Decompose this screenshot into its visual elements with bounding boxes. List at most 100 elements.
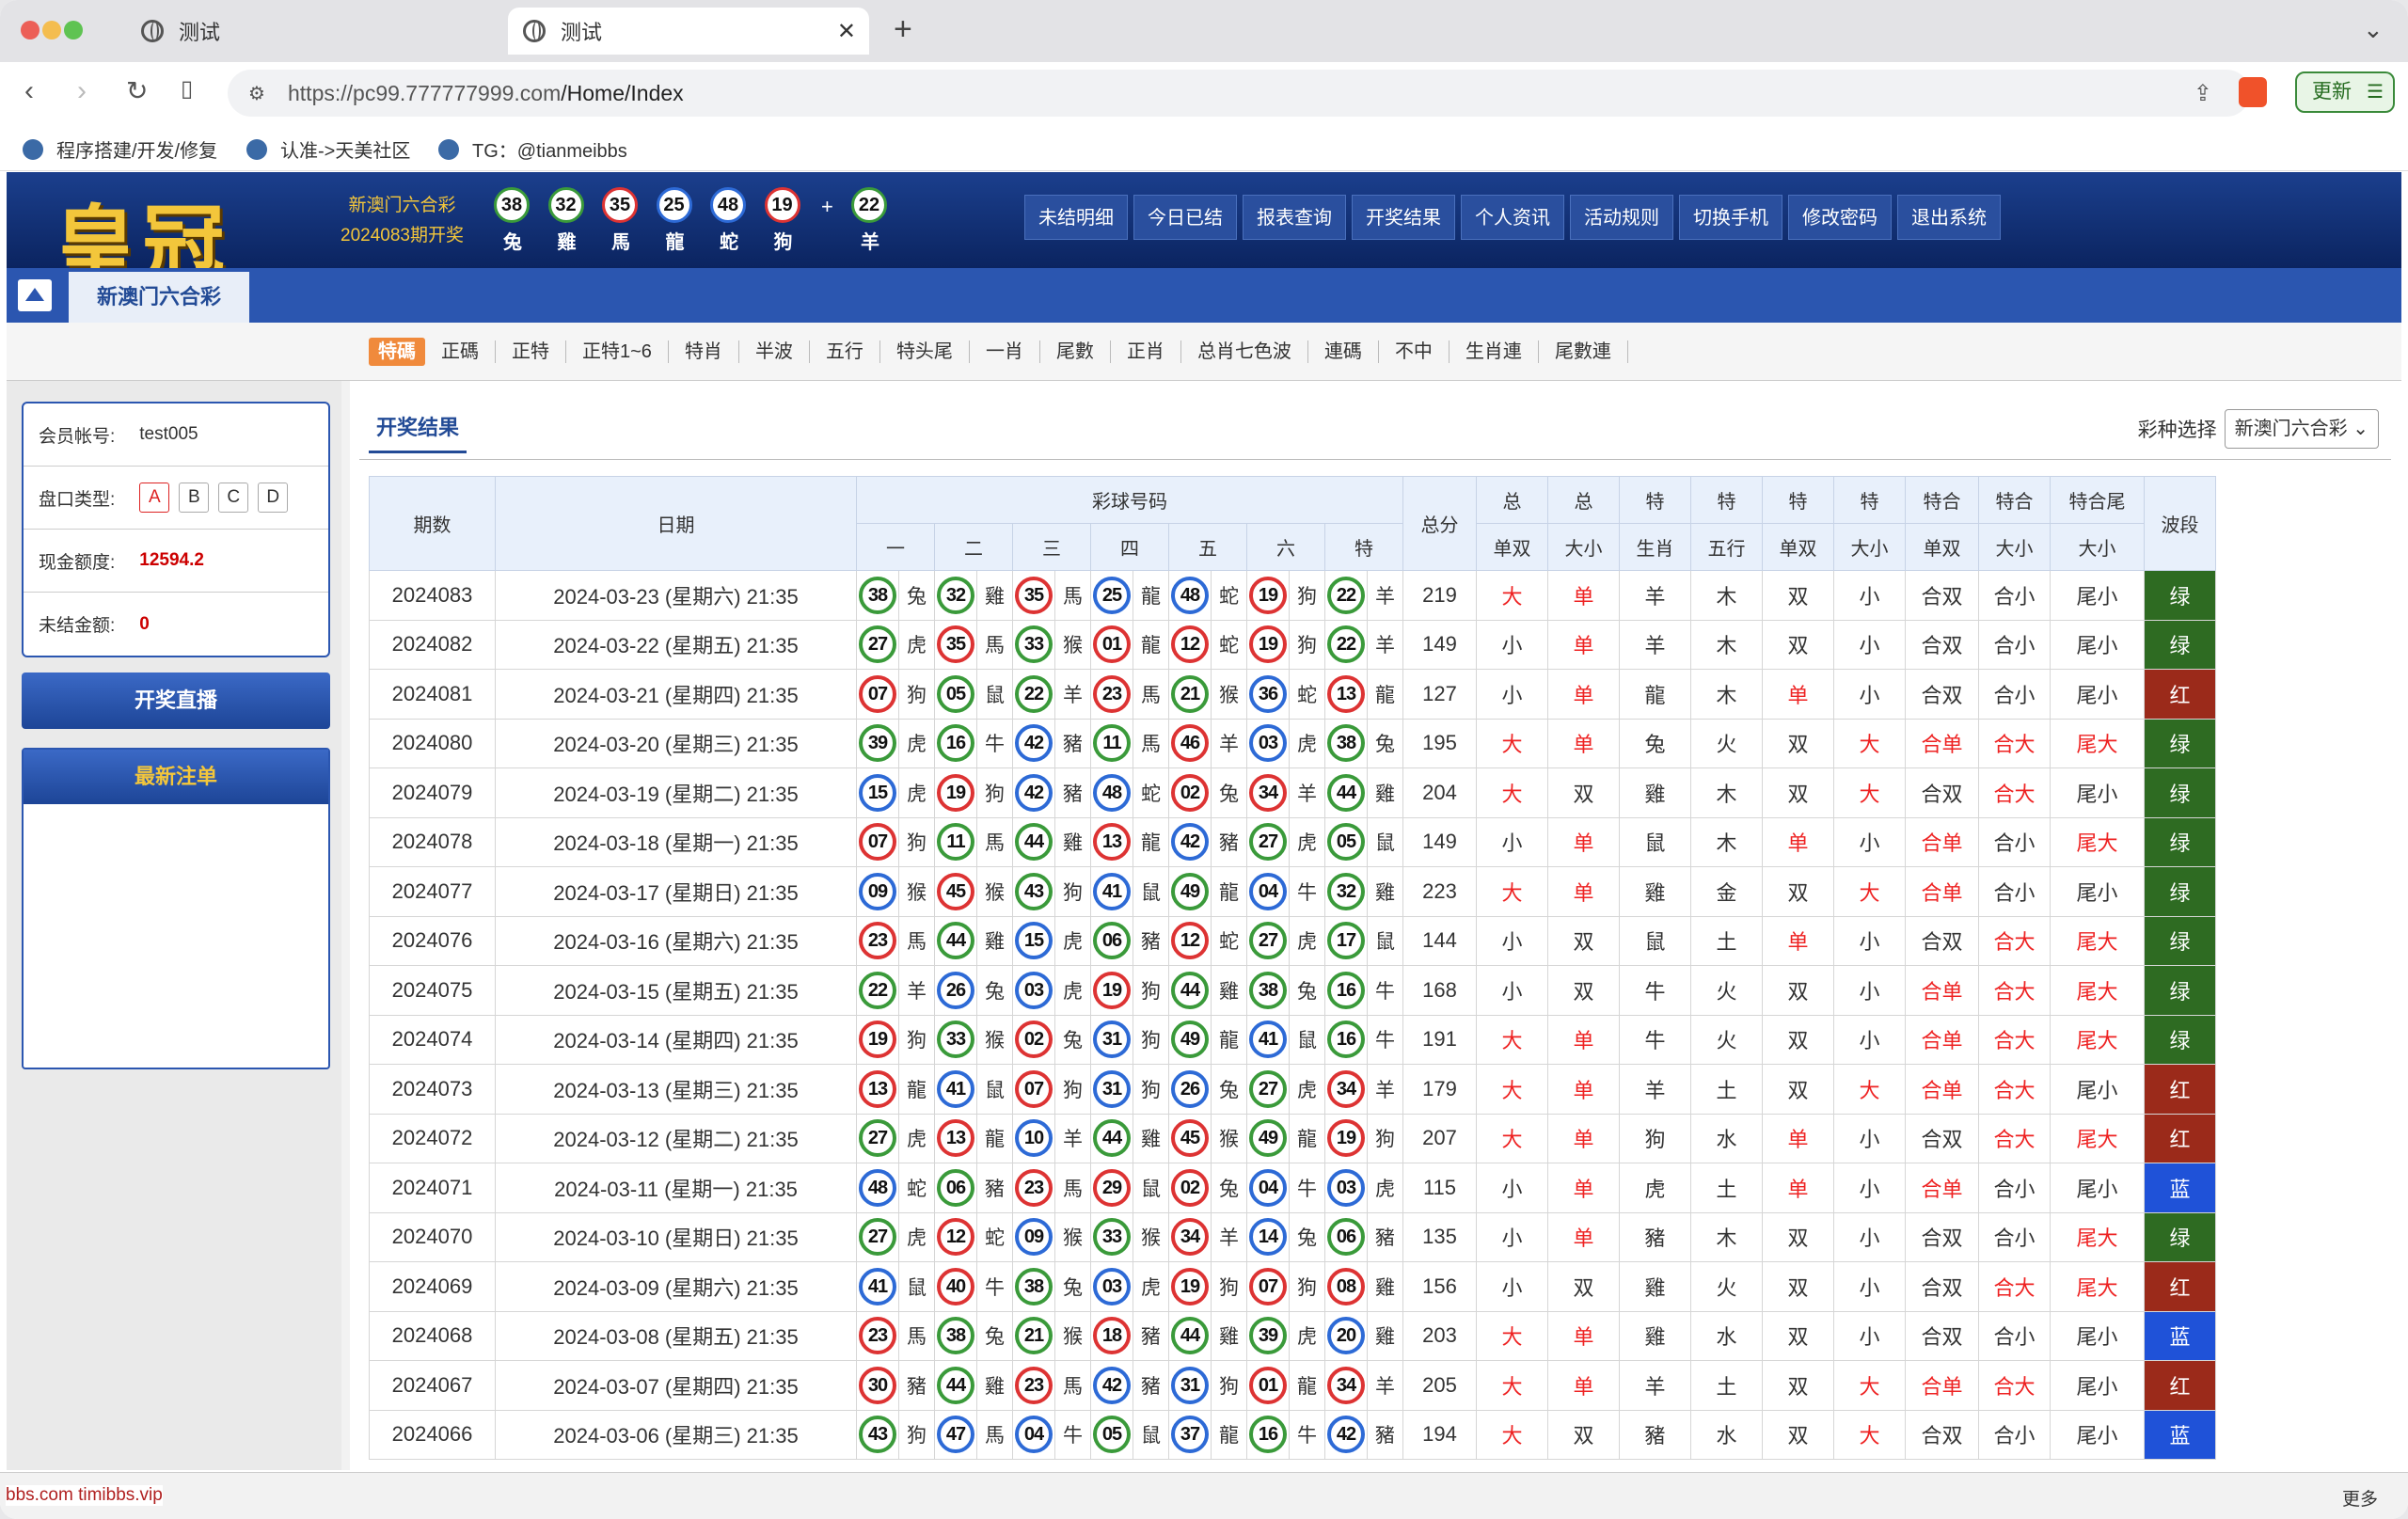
play-type-9[interactable]: 尾數 [1040,340,1111,363]
minimize-window-icon[interactable] [42,21,61,40]
plate-option-b[interactable]: B [179,483,210,513]
play-type-1[interactable]: 正碼 [425,340,496,363]
table-row: 2024081 2024-03-21 (星期四) 21:35 07 狗 05 鼠 22 羊 23… [369,669,2216,720]
menu-item-4[interactable]: 个人资讯 [1461,195,1564,240]
table-row: 2024074 2024-03-14 (星期四) 21:35 19 狗 33 猴 02 兔 31… [369,1014,2216,1065]
ball: 32 [937,576,974,614]
ball-cell: 20 [1324,1310,1368,1361]
zodiac-cell: 牛 [1289,1409,1325,1460]
table-row: 2024076 2024-03-16 (星期六) 21:35 23 馬 44 雞 15 虎 06… [369,915,2216,966]
bookmark-item-3[interactable]: TG：@tianmeibbs [438,135,627,163]
tab-list-chevron-icon[interactable]: ⌄ [2363,15,2384,43]
issue-cell: 2024083 [369,570,496,621]
zodiac-cell: 兔 [898,570,935,621]
ball: 03 [1249,724,1287,763]
play-type-6[interactable]: 五行 [810,340,880,363]
stat-cell: 合单 [1905,1360,1979,1411]
update-button[interactable]: 更新 ☰ [2295,71,2395,113]
play-type-11[interactable]: 总肖七色波 [1181,340,1308,363]
menu-item-6[interactable]: 切换手机 [1679,195,1782,240]
lottery-select[interactable]: 新澳门六合彩 ⌄ [2224,409,2379,449]
table-row: 2024077 2024-03-17 (星期日) 21:35 09 猴 45 猴 43 狗 41… [369,866,2216,917]
ball-cell: 19 [934,767,977,818]
brave-shield-icon[interactable] [2239,77,2267,107]
play-type-7[interactable]: 特头尾 [880,340,970,363]
stat-cell: 兔 [1619,718,1691,768]
menu-item-8[interactable]: 退出系统 [1897,195,2001,240]
zodiac-cell: 虎 [1289,1064,1325,1115]
play-type-2[interactable]: 正特 [496,340,566,363]
close-window-icon[interactable] [21,21,40,40]
play-type-4[interactable]: 特肖 [669,340,739,363]
lottery-tab[interactable]: 新澳门六合彩 [69,272,249,323]
forward-icon[interactable]: › [77,75,87,106]
plate-option-c[interactable]: C [218,483,249,513]
cash-row: 现金额度: 12594.2 [24,530,328,593]
wave-cell: 绿 [2144,767,2216,818]
col-group-1: 总 [1547,476,1620,524]
latest-bets-header[interactable]: 最新注单 [24,750,328,804]
tab-1[interactable]: 测试 [141,8,499,55]
maximize-window-icon[interactable] [64,21,83,40]
stat-cell: 合小 [1978,570,2051,621]
zodiac-cell: 龍 [1133,570,1169,621]
new-tab-icon[interactable]: + [894,11,912,47]
unsettled-label: 未结金额: [39,616,116,636]
menu-item-0[interactable]: 未结明细 [1024,195,1128,240]
menu-item-5[interactable]: 活动规则 [1570,195,1673,240]
share-icon[interactable]: ⇪ [2193,80,2212,106]
collapse-up-icon[interactable] [18,279,52,311]
menu-item-1[interactable]: 今日已结 [1133,195,1237,240]
ball: 31 [1093,1021,1131,1059]
play-type-8[interactable]: 一肖 [970,340,1040,363]
reload-icon[interactable]: ↻ [126,76,149,105]
bookmark-item-1[interactable]: 程序搭建/开发/修复 [23,135,217,163]
play-type-15[interactable]: 尾數連 [1539,340,1628,363]
more-link[interactable]: 更多 [2341,1490,2378,1510]
ball: 48 [1171,576,1209,614]
play-type-14[interactable]: 生肖連 [1450,340,1539,363]
stat-cell: 火 [1690,718,1763,768]
results-title[interactable]: 开奖结果 [369,411,467,453]
live-draw-button[interactable]: 开奖直播 [22,672,330,729]
cash-value: 12594.2 [139,550,204,570]
bookmark-label: TG：@tianmeibbs [472,141,627,162]
menu-item-3[interactable]: 开奖结果 [1352,195,1455,240]
ball: 19 [859,1021,896,1059]
menu-item-7[interactable]: 修改密码 [1788,195,1892,240]
ball: 07 [859,823,896,862]
date-cell: 2024-03-23 (星期六) 21:35 [495,570,857,621]
close-tab-icon[interactable]: ✕ [836,18,856,44]
table-row: 2024071 2024-03-11 (星期一) 21:35 48 蛇 06 豬 23 馬 29… [369,1163,2216,1213]
play-type-5[interactable]: 半波 [739,340,810,363]
tab-2-active[interactable]: 测试 ✕ [508,8,869,55]
stat-cell: 大 [1476,1360,1548,1411]
tab-1-title: 测试 [179,21,221,44]
zodiac-cell: 狗 [1133,1014,1169,1065]
site-info-icon[interactable]: ⚙ [248,83,265,104]
bookmark-icon[interactable]: ▯ [181,76,194,102]
play-type-12[interactable]: 連碼 [1308,340,1379,363]
zodiac-cell: 虎 [1289,915,1325,966]
stat-cell: 雞 [1619,1261,1691,1312]
stat-cell: 木 [1690,767,1763,818]
stat-cell: 小 [1833,965,1906,1016]
address-bar[interactable]: ⚙ https://pc99.777777999.com/Home/Index ⇪ [228,70,2250,117]
menu-item-2[interactable]: 报表查询 [1243,195,1346,240]
col-group-3: 特 [1690,476,1763,524]
play-type-0[interactable]: 特碼 [369,337,425,366]
play-type-13[interactable]: 不中 [1379,340,1450,363]
issue-cell: 2024077 [369,866,496,917]
plate-option-d[interactable]: D [258,483,289,513]
ball: 03 [1093,1267,1131,1305]
back-icon[interactable]: ‹ [24,75,34,106]
plate-option-a[interactable]: A [139,483,170,513]
bookmark-item-2[interactable]: 认准->天美社区 [246,135,410,163]
zodiac-cell: 馬 [1054,1163,1091,1213]
ball: 42 [1093,1366,1131,1404]
ball: 01 [1093,625,1131,664]
zodiac-cell: 兔 [1367,718,1403,768]
zodiac-cell: 鼠 [1133,1163,1169,1213]
play-type-3[interactable]: 正特1~6 [566,340,669,363]
play-type-10[interactable]: 正肖 [1111,340,1181,363]
